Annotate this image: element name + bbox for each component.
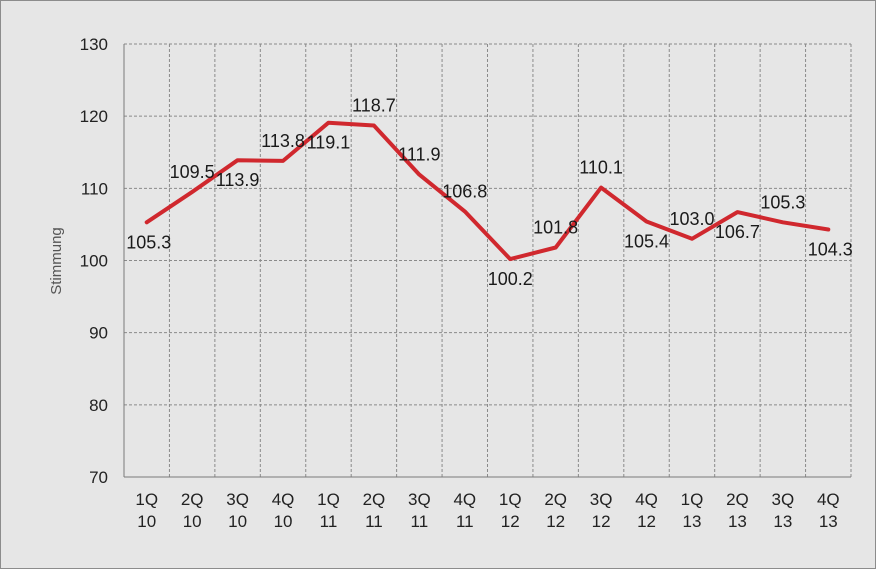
data-label: 106.7 <box>715 222 760 242</box>
y-tick-label: 120 <box>80 107 108 126</box>
data-label: 106.8 <box>442 181 487 201</box>
x-tick-label: 2Q 13 <box>726 490 749 531</box>
data-label: 101.8 <box>533 218 578 238</box>
data-label: 111.9 <box>398 145 440 165</box>
x-tick-label: 2Q 11 <box>363 490 386 531</box>
x-tick-label: 1Q 10 <box>135 490 158 531</box>
data-label: 118.7 <box>352 96 396 116</box>
data-label: 100.2 <box>488 269 533 289</box>
x-tick-label: 3Q 12 <box>590 490 613 531</box>
y-tick-label: 100 <box>80 252 108 271</box>
data-label: 105.4 <box>624 232 669 252</box>
x-tick-label: 2Q 10 <box>181 490 204 531</box>
x-tick-label: 4Q 12 <box>635 490 658 531</box>
y-tick-labels: 70 80 90 100 110 120 130 <box>80 35 108 487</box>
data-label: 119.1 <box>307 133 351 153</box>
data-label: 113.8 <box>261 131 305 151</box>
data-label: 105.3 <box>126 232 171 252</box>
series-line <box>144 120 831 262</box>
y-tick-label: 90 <box>89 324 108 343</box>
x-tick-label: 1Q 13 <box>681 490 704 531</box>
y-tick-label: 80 <box>89 396 108 415</box>
horizontal-gridlines <box>124 43 851 406</box>
data-label: 105.3 <box>760 192 805 212</box>
x-tick-label: 3Q 13 <box>772 490 795 531</box>
data-label: 110.1 <box>579 158 623 178</box>
y-tick-label: 110 <box>81 179 108 198</box>
data-label: 113.9 <box>216 170 260 190</box>
y-tick-label: 130 <box>80 35 108 54</box>
x-tick-labels: 1Q 10 2Q 10 3Q 10 4Q 10 1Q 11 2Q 11 3Q 11 4Q 11 1Q 12 2Q 12… <box>135 490 839 531</box>
x-tick-label: 4Q 11 <box>453 490 476 531</box>
data-label: 104.3 <box>808 239 853 259</box>
data-label: 103.0 <box>669 209 714 229</box>
y-tick-label: 70 <box>89 468 108 487</box>
x-tick-label: 1Q 11 <box>317 490 340 531</box>
y-axis-title: Stimmung <box>48 227 65 295</box>
x-tick-label: 4Q 13 <box>817 490 840 531</box>
data-label: 109.5 <box>170 162 215 182</box>
x-tick-label: 3Q 11 <box>408 490 431 531</box>
x-tick-label: 1Q 12 <box>499 490 522 531</box>
x-tick-label: 2Q 12 <box>544 490 567 531</box>
x-tick-label: 4Q 10 <box>272 490 295 531</box>
series-group <box>144 120 831 262</box>
x-tick-label: 3Q 10 <box>226 490 249 531</box>
